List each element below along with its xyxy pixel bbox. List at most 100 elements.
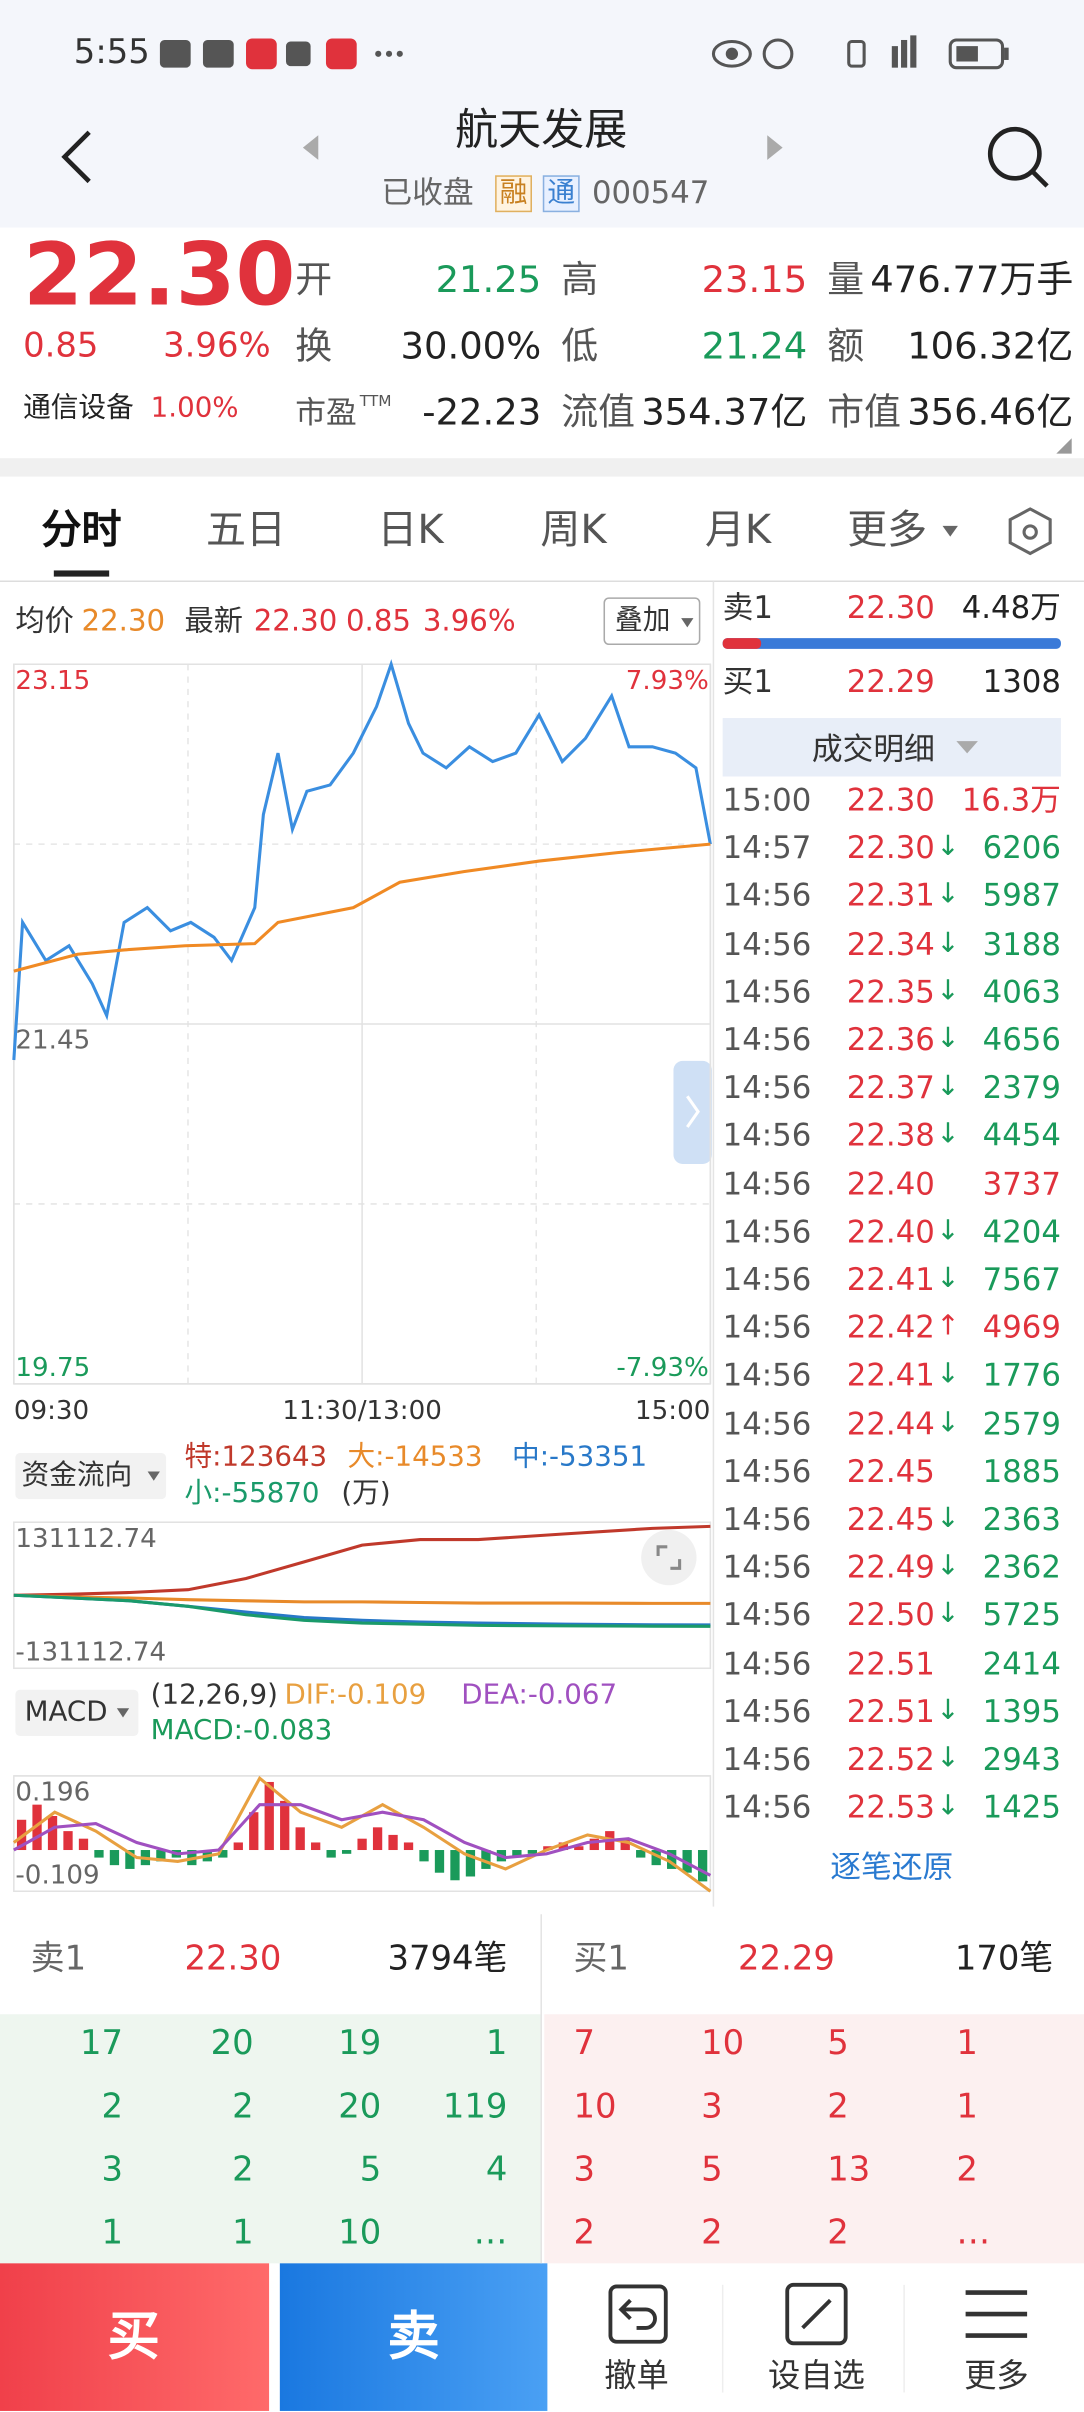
queue-cell: 2 — [232, 2088, 254, 2127]
queue-cell: 1 — [101, 2214, 124, 2253]
y2-tick-label: 7.93% — [625, 665, 709, 696]
sell-button[interactable] — [279, 2263, 548, 2411]
queue-cell: 19 — [338, 2025, 382, 2064]
queue-cell: 1 — [485, 2025, 508, 2064]
series-line — [13, 1803, 712, 1877]
trade-direction: ↓ — [936, 1742, 960, 1775]
trade-time: 14:56 — [722, 1212, 812, 1250]
macd-legend: DEA:-0.067 — [461, 1679, 618, 1712]
trade-volume: 4656 — [982, 1020, 1061, 1058]
overlay-caret — [681, 618, 694, 628]
field-label: 额 — [827, 324, 865, 368]
prev-stock[interactable] — [302, 135, 319, 160]
watchlist-icon[interactable] — [785, 2282, 848, 2346]
field-value: 30.00% — [400, 324, 542, 368]
price-change: 0.85 — [23, 327, 99, 366]
macd-selector-box[interactable] — [15, 1689, 139, 1736]
tab: 更多 — [847, 507, 928, 554]
field-value: 23.15 — [701, 258, 808, 302]
order-label: 买1 — [722, 662, 773, 700]
order-label: 卖1 — [722, 588, 773, 626]
settings-dot — [1022, 524, 1038, 540]
trade-time: 14:56 — [722, 1788, 812, 1826]
flow-selector-box[interactable] — [15, 1453, 167, 1500]
trade-volume: 1395 — [982, 1692, 1061, 1730]
macd-selector: MACD — [24, 1695, 108, 1729]
tab: 日K — [377, 507, 444, 554]
back-button[interactable] — [61, 130, 91, 184]
trade-price: 22.34 — [846, 925, 935, 962]
queue-count: 3794笔 — [387, 1940, 508, 1979]
trade-price: 22.40 — [846, 1164, 935, 1202]
trade-price: 22.44 — [846, 1404, 935, 1442]
side-tab[interactable] — [673, 1060, 712, 1164]
macd-bar — [589, 1838, 599, 1851]
field-value: 356.46亿 — [907, 390, 1074, 434]
order-price: 22.30 — [846, 588, 935, 626]
more-icon[interactable] — [965, 2290, 1028, 2338]
trade-time: 14:57 — [722, 829, 812, 866]
search-button[interactable] — [987, 126, 1049, 188]
macd-bar — [32, 1804, 42, 1851]
macd-bar — [527, 1850, 538, 1854]
overlay-button[interactable] — [603, 597, 701, 646]
trades-title: 成交明细 — [811, 730, 935, 768]
queue-cell: … — [956, 2214, 991, 2253]
buy-button[interactable] — [0, 2263, 270, 2411]
trade-time: 14:56 — [722, 1452, 812, 1490]
flow-legend: 中:-53351 — [512, 1440, 648, 1474]
trade-time: 14:56 — [722, 1260, 812, 1298]
flow-unit: (万) — [341, 1477, 391, 1510]
trade-price: 22.30 — [846, 829, 935, 866]
trade-volume: 1425 — [982, 1788, 1061, 1826]
last-price: 22.30 — [23, 226, 296, 326]
macd-bar — [574, 1846, 584, 1851]
trade-volume: 5725 — [982, 1596, 1061, 1634]
trade-direction: ↓ — [936, 1262, 960, 1295]
field-value: 21.25 — [435, 258, 542, 302]
queue-cell: 2 — [827, 2088, 849, 2127]
stock-code: 000547 — [591, 173, 710, 211]
y2-tick-label: -7.93% — [616, 1352, 709, 1384]
macd-bar — [233, 1842, 243, 1851]
order-ratio-ask — [722, 638, 762, 649]
cancel-icon[interactable] — [608, 2284, 668, 2344]
field-value: 21.24 — [701, 324, 808, 368]
trade-time: 14:56 — [722, 972, 812, 1010]
action-label: 更多 — [964, 2356, 1029, 2394]
queue-cell: 2 — [827, 2214, 849, 2253]
trade-time: 14:56 — [722, 1500, 812, 1538]
field-label: 市值 — [827, 390, 902, 434]
macd-params: (12,26,9) — [150, 1679, 278, 1712]
macd-bar — [218, 1850, 228, 1858]
trade-time: 14:56 — [722, 1116, 812, 1154]
trade-time: 14:56 — [722, 1692, 812, 1730]
side-tab-arrow — [686, 1095, 700, 1128]
trades-caret — [956, 741, 978, 754]
queue-cell: 3 — [701, 2088, 723, 2127]
trade-direction: ↓ — [936, 1358, 960, 1391]
queue-cell: 2 — [232, 2151, 254, 2190]
trade-volume: 7567 — [982, 1260, 1061, 1298]
trades-title-box[interactable] — [722, 718, 1061, 777]
queue-cell: 2 — [101, 2088, 124, 2127]
macd-bar — [465, 1850, 476, 1877]
field-label: 高 — [561, 258, 599, 302]
price-change-pct: 3.96% — [163, 327, 271, 366]
settings-button[interactable] — [1008, 507, 1052, 556]
status-time: 5:55 — [73, 33, 150, 73]
trade-direction: ↓ — [936, 1694, 960, 1727]
trade-direction: ↓ — [936, 1070, 960, 1103]
legend-value: 0.85 — [345, 603, 412, 638]
field-label: 市盈 — [295, 393, 357, 431]
field-label: 量 — [827, 258, 865, 302]
series-line — [12, 659, 712, 1061]
expand-button[interactable] — [641, 1529, 697, 1586]
next-stock[interactable] — [767, 135, 783, 160]
y-tick-label: -131112.74 — [15, 1636, 167, 1668]
queue-cell: 7 — [573, 2025, 596, 2064]
macd-bar — [450, 1850, 460, 1881]
